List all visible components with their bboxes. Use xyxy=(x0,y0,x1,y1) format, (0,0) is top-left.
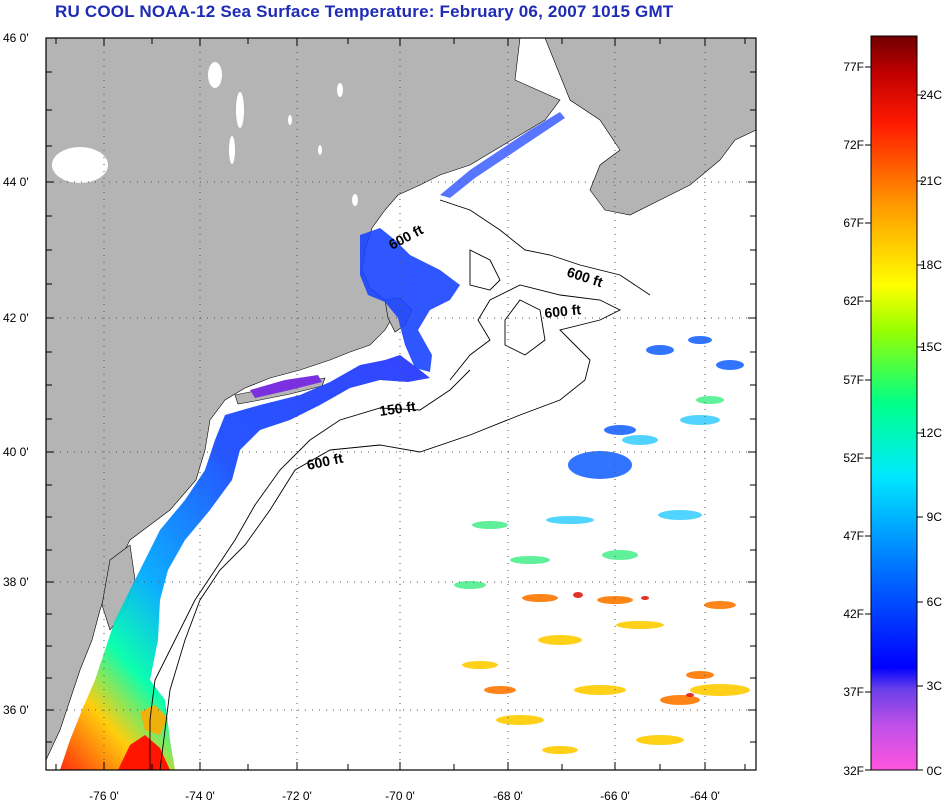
celsius-label: 6C xyxy=(927,595,943,609)
fahrenheit-label: 62F xyxy=(843,294,864,308)
longitude-labels: -76 0' -74 0' -72 0' -70 0' -68 0' -66 0… xyxy=(89,789,720,803)
fahrenheit-label: 77F xyxy=(843,60,864,74)
lon-label: -68 0' xyxy=(493,789,523,803)
lat-label: 38 0' xyxy=(3,575,29,589)
colorbar-gradient xyxy=(870,35,918,771)
map-frame xyxy=(45,37,757,771)
lon-label: -72 0' xyxy=(282,789,312,803)
fahrenheit-label: 72F xyxy=(843,138,864,152)
lon-label: -76 0' xyxy=(89,789,119,803)
celsius-label: 15C xyxy=(920,340,942,354)
contour-label: 150 ft xyxy=(378,398,417,419)
celsius-label: 3C xyxy=(927,679,943,693)
lat-label: 46 0' xyxy=(3,31,29,45)
fahrenheit-label: 37F xyxy=(843,685,864,699)
celsius-label: 9C xyxy=(927,510,943,524)
latitude-labels: 46 0' 44 0' 42 0' 40 0' 38 0' 36 0' xyxy=(3,31,29,717)
lat-label: 44 0' xyxy=(3,175,29,189)
coastal-sst-band xyxy=(60,112,565,770)
lakes xyxy=(52,62,358,206)
land-canada xyxy=(544,38,756,216)
fahrenheit-label: 67F xyxy=(843,216,864,230)
celsius-label: 21C xyxy=(920,174,942,188)
contour-gulf-maine xyxy=(439,199,651,296)
graticule xyxy=(46,38,756,770)
offshore-sst-patches xyxy=(454,336,750,754)
temperature-colorbar: 77F 72F 67F 62F 57F 52F 47F 42F 37F 32F … xyxy=(843,35,943,778)
lon-label: -66 0' xyxy=(600,789,630,803)
celsius-label: 24C xyxy=(920,88,942,102)
map-title: RU COOL NOAA-12 Sea Surface Temperature:… xyxy=(55,2,674,21)
fahrenheit-label: 42F xyxy=(843,607,864,621)
contour-label: 600 ft xyxy=(305,450,344,473)
map-area: 600 ft 600 ft 600 ft 150 ft 600 ft xyxy=(46,38,756,770)
bathymetry-contours xyxy=(149,199,651,770)
celsius-label: 0C xyxy=(927,764,943,778)
tick-marks xyxy=(46,38,756,770)
celsius-label: 12C xyxy=(920,426,942,440)
fahrenheit-label: 52F xyxy=(843,451,864,465)
contour-600ft-shelf xyxy=(159,284,622,770)
lat-label: 36 0' xyxy=(3,703,29,717)
fahrenheit-label: 57F xyxy=(843,373,864,387)
lat-label: 40 0' xyxy=(3,445,29,459)
contour-150ft xyxy=(149,369,471,770)
fahrenheit-label: 32F xyxy=(843,764,864,778)
contour-label: 600 ft xyxy=(544,301,582,321)
fahrenheit-label: 47F xyxy=(843,529,864,543)
lat-label: 42 0' xyxy=(3,311,29,325)
lon-label: -64 0' xyxy=(690,789,720,803)
colorbar-ticks xyxy=(865,66,923,771)
celsius-label: 18C xyxy=(920,258,942,272)
lon-label: -70 0' xyxy=(385,789,415,803)
lon-label: -74 0' xyxy=(185,789,215,803)
